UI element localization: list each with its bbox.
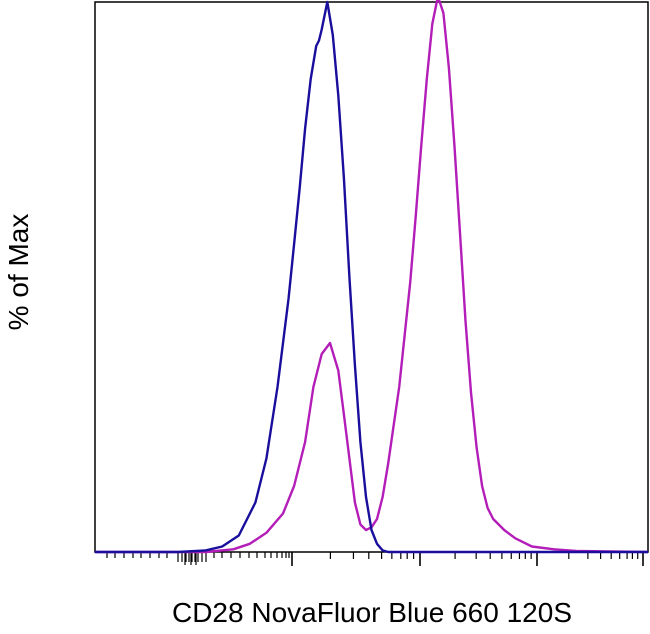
series-line-0 — [95, 0, 648, 554]
series-layer — [95, 0, 649, 554]
x-axis-label: CD28 NovaFluor Blue 660 120S — [172, 597, 572, 628]
x-axis-ticks — [106, 552, 644, 566]
plot-frame — [94, 1, 649, 553]
y-axis-label: % of Max — [3, 214, 34, 331]
plot-axes — [94, 1, 649, 553]
series-line-1 — [95, 0, 649, 554]
